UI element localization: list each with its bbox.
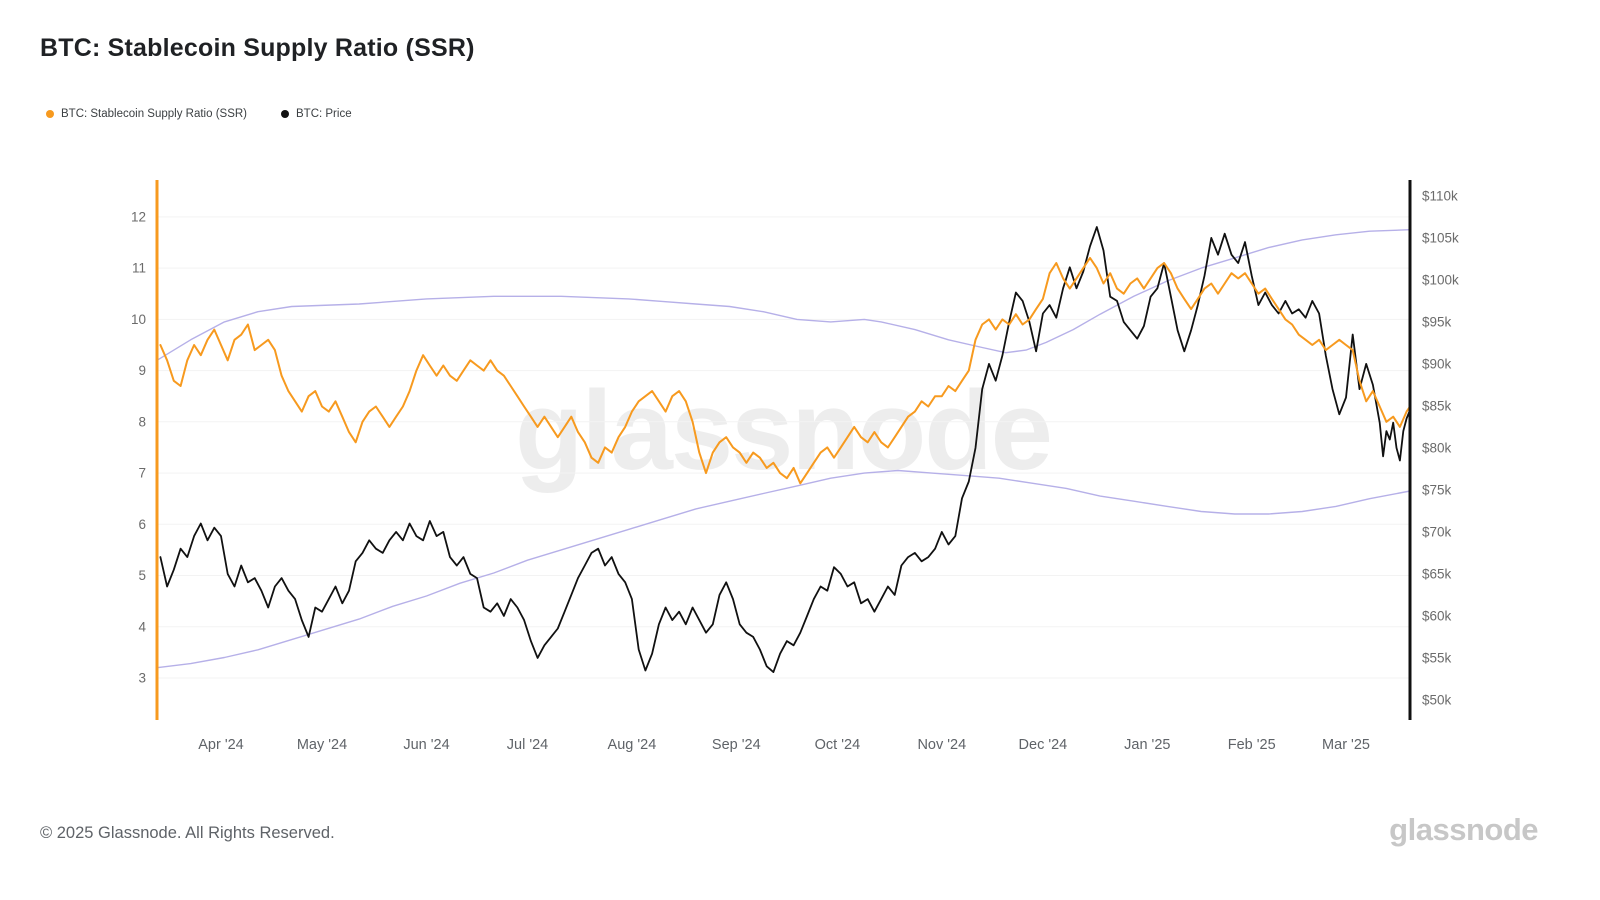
right-axis-tick-label: $75k xyxy=(1422,482,1452,497)
x-axis-tick-label: Feb '25 xyxy=(1228,737,1276,753)
legend-label-ssr: BTC: Stablecoin Supply Ratio (SSR) xyxy=(61,108,247,120)
x-axis-tick-label: May '24 xyxy=(297,737,347,753)
series-ssr-band-upper xyxy=(156,228,1411,361)
x-axis-tick-label: Jul '24 xyxy=(507,737,548,753)
series-BTC: Price xyxy=(159,226,1411,673)
left-axis-tick-label: 6 xyxy=(138,517,146,532)
left-axis-tick-label: 3 xyxy=(138,671,146,686)
x-axis-tick-label: Aug '24 xyxy=(608,737,657,753)
copyright-text: © 2025 Glassnode. All Rights Reserved. xyxy=(40,824,335,842)
left-axis-tick-label: 10 xyxy=(131,312,146,327)
right-axis-tick-label: $110k xyxy=(1422,189,1458,204)
left-axis-tick-label: 12 xyxy=(131,209,146,224)
legend-item-btc-price[interactable]: BTC: Price xyxy=(281,108,352,120)
x-axis-tick-label: Jun '24 xyxy=(403,737,449,753)
left-axis-tick-label: 4 xyxy=(138,619,146,634)
right-axis-tick-label: $80k xyxy=(1422,440,1452,455)
x-axis-tick-label: Oct '24 xyxy=(815,737,860,753)
right-axis-tick-label: $65k xyxy=(1422,566,1452,581)
right-axis-tick-label: $50k xyxy=(1422,692,1452,707)
right-axis-tick-label: $90k xyxy=(1422,356,1452,371)
x-axis-tick-label: Nov '24 xyxy=(917,737,966,753)
series-BTC: Stablecoin Supply Ratio (SSR) xyxy=(159,256,1411,485)
series-ssr-band-lower xyxy=(156,469,1411,669)
x-axis-tick-label: Mar '25 xyxy=(1322,737,1370,753)
legend-item-ssr[interactable]: BTC: Stablecoin Supply Ratio (SSR) xyxy=(46,108,247,120)
glassnode-watermark: glassnode xyxy=(515,368,1053,494)
right-axis-tick-label: $55k xyxy=(1422,650,1452,665)
glassnode-logo: glassnode xyxy=(1389,812,1538,847)
right-axis-tick-label: $105k xyxy=(1422,230,1459,245)
right-axis-tick-label: $85k xyxy=(1422,398,1452,413)
right-axis-tick-label: $60k xyxy=(1422,608,1452,623)
x-axis-tick-label: Dec '24 xyxy=(1019,737,1068,753)
legend-marker-btc-price-icon xyxy=(281,110,289,118)
legend-label-btc-price: BTC: Price xyxy=(296,108,352,120)
left-axis-tick-label: 9 xyxy=(138,363,146,378)
left-axis-tick-label: 7 xyxy=(138,466,146,481)
x-axis-tick-label: Sep '24 xyxy=(712,737,761,753)
right-axis-tick-label: $100k xyxy=(1422,272,1459,287)
page-title: BTC: Stablecoin Supply Ratio (SSR) xyxy=(40,34,475,62)
chart-legend: BTC: Stablecoin Supply Ratio (SSR) BTC: … xyxy=(46,108,352,120)
right-axis-tick-label: $70k xyxy=(1422,524,1452,539)
legend-marker-ssr-icon xyxy=(46,110,54,118)
x-axis-tick-label: Apr '24 xyxy=(198,737,244,753)
left-axis-tick-label: 11 xyxy=(132,261,146,276)
left-axis-tick-label: 5 xyxy=(138,568,146,583)
left-axis-tick-label: 8 xyxy=(138,414,146,429)
x-axis-tick-label: Jan '25 xyxy=(1124,737,1170,753)
right-axis-tick-label: $95k xyxy=(1422,314,1452,329)
